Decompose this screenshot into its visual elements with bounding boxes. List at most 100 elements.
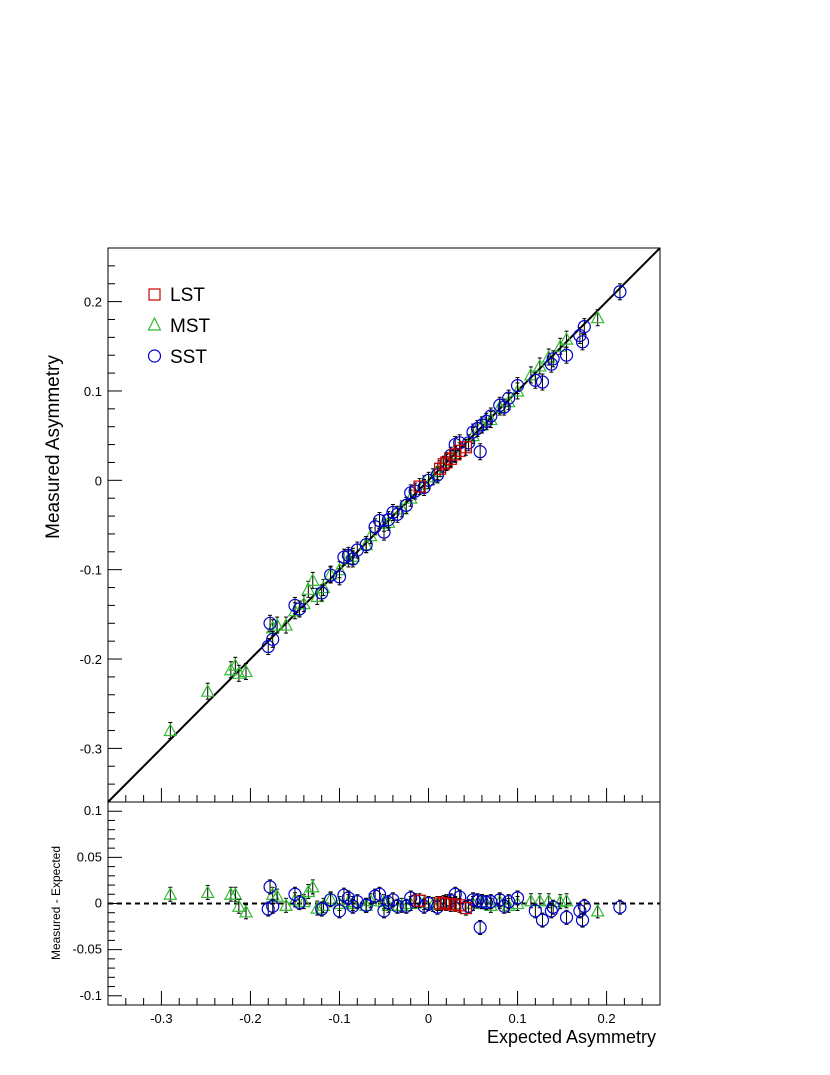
main-y-tick-label: 0.2 (84, 295, 102, 310)
sst-residual-point (323, 893, 338, 907)
sst-residual-point (263, 880, 277, 894)
sst-point (266, 632, 280, 646)
sst-point (430, 468, 445, 482)
sst-residual-point (266, 899, 280, 913)
legend-marker-lst (148, 288, 161, 301)
sst-point (408, 484, 422, 498)
lst-point (444, 452, 457, 465)
sst-residual-point (386, 893, 400, 907)
sst-point (292, 602, 307, 616)
mst-point (200, 683, 215, 697)
main-y-axis-title: Measured Asymmetry (43, 355, 64, 539)
mst-residual-point (238, 904, 254, 918)
residual-y-axis-title: Measured - Expected (49, 846, 63, 960)
sst-point (573, 328, 587, 343)
mst-residual-point (305, 879, 320, 893)
mst-point (341, 551, 356, 565)
sst-point (473, 445, 487, 459)
legend-item-lst: LST (148, 285, 205, 306)
sst-point (377, 525, 391, 539)
x-tick-label: 0.2 (598, 1011, 616, 1026)
x-axis-title: Expected Asymmetry (487, 1027, 656, 1047)
mst-point (238, 664, 254, 678)
main-panel: -0.3 -0.2 -0.1 0 0.1 0.2 Measured Asymmetry (43, 247, 661, 803)
sst-residual-point (577, 899, 591, 913)
sst-point (510, 379, 525, 393)
sst-residual-point (292, 895, 307, 910)
res-y-tick-label: 0.1 (84, 803, 102, 818)
sst-point (315, 586, 329, 600)
sst-residual-point (546, 900, 560, 914)
sst-residual-point (372, 887, 387, 901)
mst-point (553, 339, 568, 352)
legend-item-sst: SST (147, 347, 207, 368)
sst-point (475, 418, 489, 432)
mst-residual-point (301, 884, 316, 898)
sst-residual-point (350, 895, 364, 909)
sst-residual-point (528, 904, 542, 918)
sst-residual-point (315, 902, 329, 916)
mst-point (532, 358, 547, 372)
sst-point (470, 421, 485, 436)
residual-points (163, 879, 627, 935)
mst-point (163, 723, 178, 737)
sst-residual-point (502, 895, 516, 909)
sst-residual-point (466, 893, 480, 907)
mst-residual-point (363, 893, 378, 907)
sst-residual-point (575, 913, 590, 927)
sst-point (261, 639, 275, 654)
sst-point (613, 285, 627, 299)
x-tick-label: 0.1 (509, 1011, 527, 1026)
sst-residual-point (510, 891, 525, 905)
residual-panel: -0.1 -0.05 0 0.05 0.1 -0.3 -0.2 -0.1 0 0.1 0.2 Mea… (49, 801, 661, 1047)
main-y-tick-label: -0.1 (80, 563, 102, 578)
sst-point (535, 375, 550, 389)
sst-residual-point (497, 899, 511, 913)
mst-point (310, 589, 325, 603)
main-y-tick-label: -0.2 (80, 652, 102, 667)
main-y-tick-label: -0.3 (80, 741, 102, 756)
sst-residual-point (493, 893, 507, 907)
main-y-tick-label: 0 (95, 473, 102, 488)
res-y-tick-label: 0 (95, 896, 102, 911)
mst-point (559, 331, 574, 345)
lst-residual-point (459, 902, 473, 915)
sst-residual-point (359, 898, 373, 912)
mst-point (590, 310, 605, 324)
sst-point (263, 616, 277, 630)
sst-residual-point (332, 904, 347, 918)
sst-point (497, 400, 511, 414)
sst-point (544, 357, 558, 371)
legend-label-lst: LST (170, 285, 205, 306)
sst-point (575, 335, 590, 349)
mst-residual-point (559, 893, 574, 907)
sst-point (528, 373, 542, 387)
mst-point (270, 617, 285, 631)
residual-ticks: -0.1 -0.05 0 0.05 0.1 -0.3 -0.2 -0.1 0 0.1 0.2 (72, 803, 643, 1026)
res-y-tick-label: -0.1 (80, 988, 102, 1003)
legend: LST MST SST (147, 285, 211, 368)
sst-point (288, 598, 302, 613)
lst-residual-point (453, 899, 466, 912)
legend-item-mst: MST (147, 316, 211, 337)
sst-point (484, 409, 498, 423)
main-y-tick-label: 0.1 (84, 384, 102, 399)
sst-residual-point (484, 895, 498, 909)
sst-residual-point (479, 895, 493, 910)
x-tick-label: -0.2 (239, 1011, 261, 1026)
sst-point (546, 352, 560, 366)
main-ticks: -0.3 -0.2 -0.1 0 0.1 0.2 (80, 265, 643, 802)
mst-point (279, 617, 294, 631)
sst-residual-point (377, 904, 391, 918)
mst-residual-point (532, 893, 547, 907)
sst-point (466, 425, 480, 439)
lst-point (413, 480, 426, 493)
mst-point (223, 662, 238, 676)
mst-residual-point (228, 887, 243, 900)
x-tick-label: -0.3 (150, 1011, 172, 1026)
mst-residual-point (590, 903, 605, 917)
legend-label-mst: MST (170, 316, 211, 337)
sst-residual-point (390, 899, 404, 913)
sst-point (390, 507, 404, 521)
sst-residual-point (470, 894, 485, 908)
